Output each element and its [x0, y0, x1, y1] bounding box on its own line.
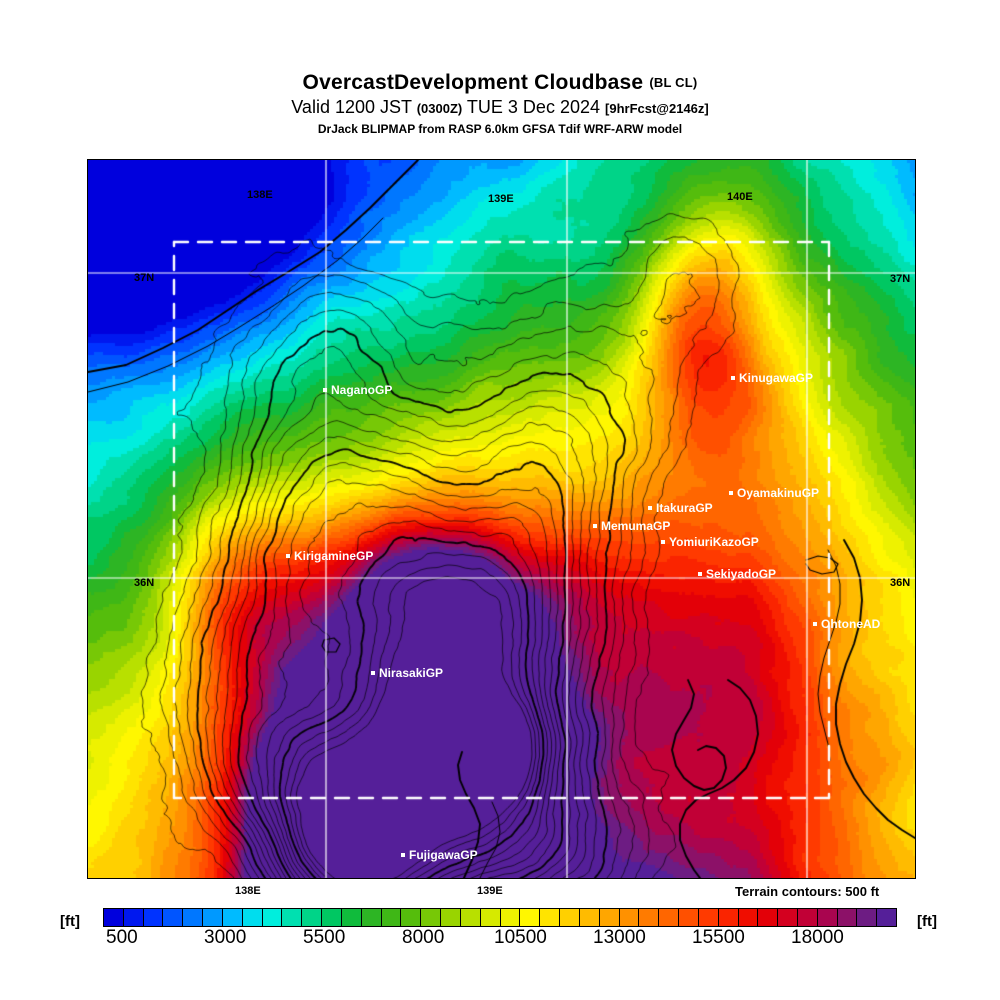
colorbar-tick-label: 8000	[402, 927, 445, 948]
colorbar-tick-label: 500	[106, 927, 138, 948]
colorbar-segment	[698, 909, 719, 926]
colorbar-segment	[441, 909, 461, 926]
colorbar-segment	[599, 909, 620, 926]
colorbar-segment	[639, 909, 660, 926]
colorbar-segment	[143, 909, 164, 926]
colorbar-segment	[659, 909, 680, 926]
colorbar-segment	[302, 909, 323, 926]
colorbar-segment	[560, 909, 580, 926]
colorbar-strip	[103, 908, 897, 927]
terrain-contour-note: Terrain contours: 500 ft	[735, 884, 880, 899]
axis-coordinate-label: 139E	[477, 885, 503, 897]
colorbar-tick-label: 5500	[303, 927, 346, 948]
colorbar-segment	[837, 909, 858, 926]
colorbar-segment	[460, 909, 481, 926]
colorbar-segment	[282, 909, 303, 926]
colorbar-segment	[877, 909, 897, 926]
colorbar-segment	[540, 909, 561, 926]
colorbar-segment	[381, 909, 402, 926]
colorbar-segment	[718, 909, 739, 926]
colorbar-segment	[341, 909, 362, 926]
colorbar-tick-label: 3000	[204, 927, 247, 948]
colorbar-segment	[203, 909, 223, 926]
colorbar-segment	[322, 909, 342, 926]
colorbar-segment	[401, 909, 422, 926]
colorbar-segment	[500, 909, 521, 926]
colorbar-unit-right: [ft]	[917, 913, 937, 930]
valid-date: TUE 3 Dec 2024	[466, 97, 600, 117]
colorbar-segment	[758, 909, 779, 926]
colorbar-segment	[579, 909, 600, 926]
colorbar-segment	[361, 909, 382, 926]
valid-time-local: Valid 1200 JST	[291, 97, 412, 117]
colorbar-segment	[520, 909, 541, 926]
colorbar-segment	[222, 909, 243, 926]
colorbar-tick-label: 15500	[692, 927, 745, 948]
colorbar-segment	[104, 909, 124, 926]
page-title-param: (BL CL)	[649, 75, 698, 90]
colorbar-segment	[817, 909, 838, 926]
colorbar-segment	[262, 909, 283, 926]
title-block: OvercastDevelopment Cloudbase (BL CL) Va…	[0, 72, 1000, 137]
colorbar-tick-label: 18000	[791, 927, 844, 948]
colorbar-segment	[123, 909, 144, 926]
valid-time-utc: (0300Z)	[416, 101, 463, 116]
page-title: OvercastDevelopment Cloudbase (BL CL)	[0, 72, 1000, 94]
terrain-contour-overlay	[88, 160, 915, 878]
model-source-line: DrJack BLIPMAP from RASP 6.0km GFSA Tdif…	[317, 122, 683, 136]
colorbar-segment	[421, 909, 442, 926]
forecast-hour: [9hrFcst@2146z]	[605, 101, 709, 116]
colorbar-segment	[242, 909, 263, 926]
page-title-main: OvercastDevelopment Cloudbase	[302, 71, 644, 94]
colorbar-segment	[163, 909, 184, 926]
colorbar-unit-left: [ft]	[60, 913, 80, 930]
colorbar-segment	[857, 909, 878, 926]
colorbar-segment	[797, 909, 818, 926]
colorbar-segment	[679, 909, 699, 926]
colorbar-segment	[738, 909, 759, 926]
colorbar-segment	[480, 909, 501, 926]
forecast-map[interactable]: 138E 139E 140E 37N 37N 36N 36N NaganoGP Kinugaw…	[87, 159, 916, 879]
valid-time-line: Valid 1200 JST (0300Z) TUE 3 Dec 2024 [9…	[0, 96, 1000, 120]
colorbar-tick-label: 10500	[494, 927, 547, 948]
axis-coordinate-label: 138E	[235, 885, 261, 897]
colorbar-segment	[183, 909, 204, 926]
colorbar-segment	[778, 909, 798, 926]
colorbar-tick-label: 13000	[593, 927, 646, 948]
colorbar-segment	[619, 909, 640, 926]
colorbar-legend: [ft] 500 3000 5500 8000 10500 13000 15500 18000…	[0, 905, 1000, 955]
